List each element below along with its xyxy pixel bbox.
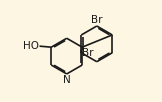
Text: HO: HO [23,41,39,51]
Text: Br: Br [82,48,94,58]
Text: Br: Br [91,15,103,25]
Text: N: N [63,75,71,85]
